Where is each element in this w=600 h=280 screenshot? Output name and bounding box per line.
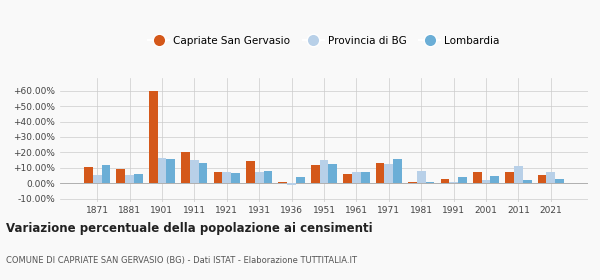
Bar (158, 158, 166, 183)
Bar (296, 177, 305, 183)
Bar (490, 176, 499, 183)
Bar (555, 179, 564, 183)
Bar (449, 182, 458, 183)
Bar (343, 174, 352, 183)
Bar (84, 167, 93, 183)
Bar (505, 172, 514, 183)
Bar (134, 174, 143, 183)
Bar (458, 177, 467, 183)
Legend: Capriate San Gervasio, Provincia di BG, Lombardia: Capriate San Gervasio, Provincia di BG, … (144, 32, 504, 50)
Bar (93, 175, 101, 183)
Bar (514, 166, 523, 183)
Bar (440, 179, 449, 183)
Bar (287, 183, 296, 185)
Bar (231, 173, 240, 183)
Bar (125, 175, 134, 183)
Bar (116, 169, 125, 183)
Bar (199, 163, 208, 183)
Text: Variazione percentuale della popolazione ai censimenti: Variazione percentuale della popolazione… (6, 222, 373, 235)
Bar (547, 172, 555, 183)
Bar (385, 164, 393, 183)
Bar (352, 172, 361, 183)
Bar (417, 171, 425, 183)
Bar (393, 159, 402, 183)
Bar (101, 165, 110, 183)
Bar (149, 92, 158, 183)
Bar (263, 171, 272, 183)
Bar (328, 164, 337, 183)
Bar (376, 163, 385, 183)
Bar (223, 172, 231, 183)
Bar (181, 152, 190, 183)
Bar (311, 165, 320, 183)
Bar (255, 172, 263, 183)
Bar (214, 172, 223, 183)
Bar (473, 172, 482, 183)
Bar (425, 182, 434, 183)
Bar (166, 159, 175, 183)
Text: COMUNE DI CAPRIATE SAN GERVASIO (BG) - Dati ISTAT - Elaborazione TUTTITALIA.IT: COMUNE DI CAPRIATE SAN GERVASIO (BG) - D… (6, 256, 357, 265)
Bar (246, 161, 255, 183)
Bar (190, 160, 199, 183)
Bar (538, 175, 547, 183)
Bar (482, 180, 490, 183)
Bar (320, 160, 328, 183)
Bar (408, 181, 417, 183)
Bar (278, 182, 287, 183)
Bar (361, 172, 370, 183)
Bar (523, 180, 532, 183)
